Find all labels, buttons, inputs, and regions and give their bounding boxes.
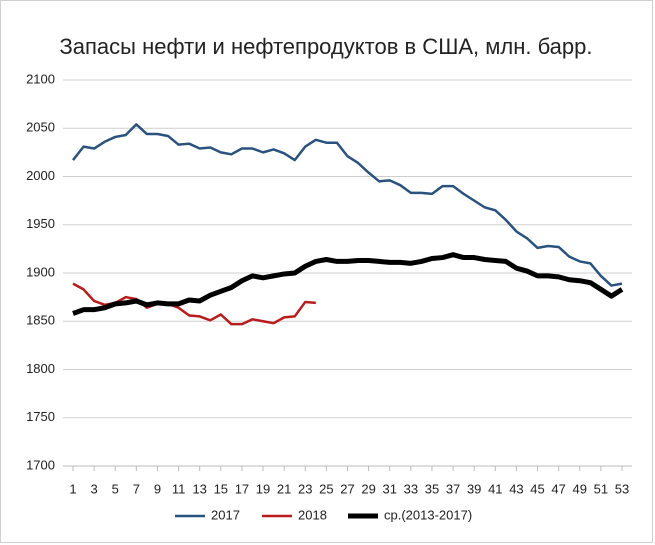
x-tick-label: 3: [90, 481, 97, 496]
x-tick-label: 27: [340, 481, 354, 496]
x-tick-label: 21: [277, 481, 291, 496]
x-tick-label: 17: [235, 481, 249, 496]
x-tick-label: 7: [133, 481, 140, 496]
x-tick-label: 13: [192, 481, 206, 496]
x-tick-label: 43: [509, 481, 523, 496]
legend-label: 2018: [298, 507, 327, 522]
x-tick-label: 11: [172, 481, 186, 496]
x-tick-label: 35: [425, 481, 439, 496]
x-tick-label: 29: [361, 481, 375, 496]
chart-title: Запасы нефти и нефтепродуктов в США, млн…: [59, 34, 592, 59]
x-tick-label: 49: [573, 481, 587, 496]
y-tick-label: 1900: [26, 264, 55, 279]
x-tick-label: 1: [69, 481, 76, 496]
x-tick-label: 41: [488, 481, 502, 496]
x-tick-label: 25: [319, 481, 333, 496]
y-tick-label: 1950: [26, 216, 55, 231]
x-tick-label: 9: [154, 481, 161, 496]
x-tick-label: 39: [467, 481, 481, 496]
legend-label: 2017: [211, 507, 240, 522]
x-tick-label: 45: [530, 481, 544, 496]
y-tick-label: 2050: [26, 120, 55, 135]
x-tick-label: 33: [404, 481, 418, 496]
x-tick-label: 19: [256, 481, 270, 496]
y-tick-label: 1850: [26, 313, 55, 328]
y-tick-label: 1800: [26, 361, 55, 376]
x-tick-label: 47: [551, 481, 565, 496]
x-tick-label: 53: [615, 481, 629, 496]
series-line: [72, 252, 624, 316]
legend-label: ср.(2013-2017): [384, 507, 472, 522]
x-tick-label: 5: [112, 481, 119, 496]
x-tick-label: 51: [594, 481, 608, 496]
x-tick-label: 23: [298, 481, 312, 496]
y-tick-label: 2100: [26, 71, 55, 86]
y-tick-label: 1750: [26, 409, 55, 424]
x-tick-label: 15: [214, 481, 228, 496]
series-line: [72, 123, 623, 287]
x-tick-label: 31: [382, 481, 396, 496]
y-tick-label: 1700: [26, 457, 55, 472]
x-tick-label: 37: [446, 481, 460, 496]
y-tick-label: 2000: [26, 168, 55, 183]
